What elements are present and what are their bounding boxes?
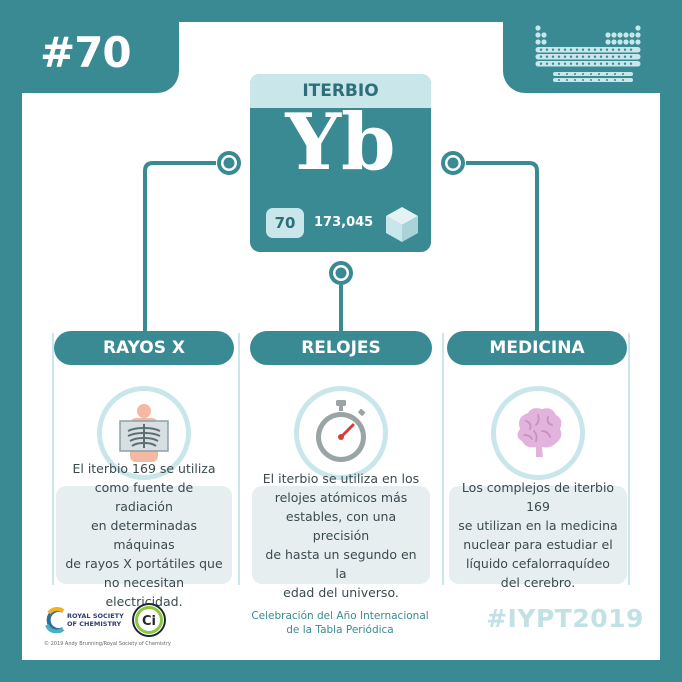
use-description-xray: El iterbio 169 se utiliza como fuente de… xyxy=(56,461,232,609)
desc-line: como fuente de radiación xyxy=(94,480,194,514)
element-name-bar xyxy=(250,74,431,108)
desc-line: estables, con una precisión xyxy=(285,508,397,543)
column-divider xyxy=(52,333,54,585)
ci-logo-text: Ci xyxy=(142,614,156,629)
atomic-mass: 173,045 xyxy=(314,215,374,230)
number-tab xyxy=(22,22,179,93)
brain-icon-circle xyxy=(491,386,585,480)
footer-celebration-text: Celebración del Año Internacional de la … xyxy=(240,609,440,637)
use-description-medicine: Los complejos de iterbio 169 se utilizan… xyxy=(449,480,627,590)
desc-line: en determinadas máquinas xyxy=(90,518,198,552)
element-index-number: #70 xyxy=(40,28,132,77)
stopwatch-icon xyxy=(316,400,366,462)
element-tile: ITERBIO Yb 70 173,045 xyxy=(250,74,431,252)
desc-line: de rayos X portátiles que xyxy=(65,556,223,571)
column-divider xyxy=(628,333,630,585)
cube-icon xyxy=(386,207,418,242)
desc-line: El iterbio se utiliza en los xyxy=(262,470,420,486)
atomic-number-badge: 70 xyxy=(266,208,304,238)
use-title-xray: RAYOS X xyxy=(54,331,234,365)
desc-line: edad del universo. xyxy=(283,584,399,600)
use-title-medicine: MEDICINA xyxy=(447,331,627,365)
desc-line: de hasta un segundo en la xyxy=(265,546,417,581)
rsc-line: OF CHEMISTRY xyxy=(67,620,122,628)
copyright-text: © 2019 Andy Brunning/Royal Society of Ch… xyxy=(44,641,171,647)
footer-line: de la Tabla Periódica xyxy=(286,624,394,636)
brain-icon xyxy=(517,408,562,457)
hashtag: #IYPT2019 xyxy=(486,604,644,633)
use-description-atomic-clocks: El iterbio se utiliza en los relojes ató… xyxy=(252,471,430,600)
column-divider xyxy=(442,333,444,585)
stopwatch-icon-circle xyxy=(294,386,388,480)
desc-line: El iterbio 169 se utiliza xyxy=(72,461,216,476)
desc-line: relojes atómicos más xyxy=(274,489,408,505)
rsc-line: ROYAL SOCIETY xyxy=(67,612,124,620)
xray-icon-circle xyxy=(97,386,191,480)
desc-line: se utilizan en la medicina xyxy=(458,518,618,533)
desc-line: nuclear para estudiar el xyxy=(463,537,613,552)
footer-line: Celebración del Año Internacional xyxy=(251,610,429,622)
desc-line: del cerebro. xyxy=(500,575,576,590)
column-divider xyxy=(238,333,240,585)
element-symbol: Yb xyxy=(285,97,396,188)
element-name: ITERBIO xyxy=(302,81,379,101)
desc-line: Los complejos de iterbio 169 xyxy=(461,480,615,514)
periodic-table-icon xyxy=(535,25,641,82)
rsc-logo xyxy=(45,607,65,633)
rsc-logo-text: ROYAL SOCIETY OF CHEMISTRY xyxy=(67,612,124,628)
use-title-atomic-clocks: RELOJES ATÓMICOS xyxy=(250,331,432,392)
ci-logo: Ci xyxy=(132,603,166,637)
xray-icon xyxy=(119,404,169,462)
desc-line: no necesitan electricidad. xyxy=(103,575,185,609)
desc-line: líquido cefalorraquídeo xyxy=(466,556,610,571)
